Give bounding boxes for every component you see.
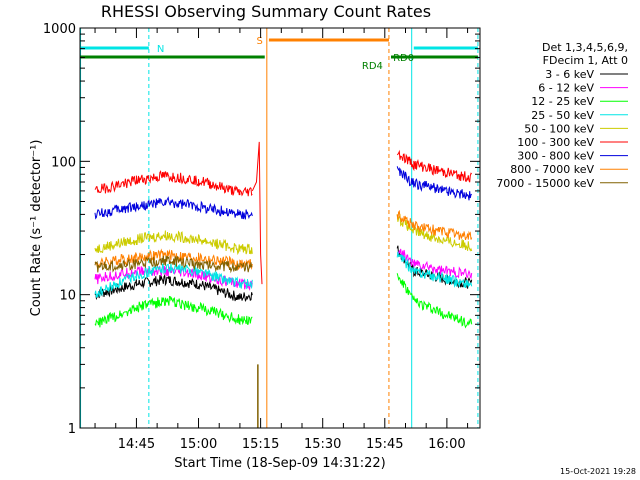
chart-title: RHESSI Observing Summary Count Rates — [101, 2, 431, 21]
x-tick-label: 15:45 — [366, 437, 403, 452]
series-line — [396, 209, 473, 241]
flag-bar-label: RD4 — [362, 61, 383, 72]
flag-bar-label: N — [157, 44, 164, 55]
x-axis-label: Start Time (18-Sep-09 14:31:22) — [174, 456, 385, 471]
legend: Det 1,3,4,5,6,9, FDecim 1, Att 0 3 - 6 k… — [496, 41, 628, 190]
legend-item-label: 100 - 300 keV — [517, 136, 594, 149]
y-axis-label: Count Rate (s⁻¹ detector⁻¹) — [29, 140, 44, 317]
x-tick-label: 15:00 — [180, 437, 217, 452]
x-axis: 14:45 15:00 15:15 15:30 15:45 16:00 — [94, 28, 469, 452]
legend-item-label: 800 - 7000 keV — [510, 163, 594, 176]
x-tick-label: 15:30 — [304, 437, 341, 452]
flag-bar-label: S — [256, 36, 262, 47]
series-line — [396, 248, 473, 280]
y-tick-label: 1 — [68, 422, 76, 437]
series-line — [396, 273, 473, 329]
flag-bar-label: RD0 — [393, 53, 414, 64]
series-line — [94, 170, 253, 197]
y-tick-label: 1000 — [43, 22, 76, 37]
plot-frame — [79, 27, 481, 429]
legend-header-2: FDecim 1, Att 0 — [543, 54, 628, 67]
series-line — [94, 273, 253, 303]
legend-item-label: 50 - 100 keV — [524, 122, 594, 135]
flare-spike — [251, 141, 263, 285]
legend-item-label: 7000 - 15000 keV — [496, 177, 594, 190]
series-line — [94, 255, 253, 274]
series-line — [94, 262, 253, 298]
x-tick-label: 14:45 — [118, 437, 155, 452]
series-line — [94, 295, 253, 328]
plot-area: N S RD4 RD0 — [80, 28, 479, 428]
x-tick-label: 15:15 — [242, 437, 279, 452]
series-line — [396, 149, 473, 183]
series-line — [396, 251, 473, 288]
series-line — [94, 265, 253, 291]
y-axis: 1 10 100 1000 — [43, 22, 480, 437]
series-line — [94, 230, 253, 256]
y-tick-label: 10 — [59, 289, 76, 304]
series-line — [94, 248, 253, 271]
legend-item-label: 3 - 6 keV — [545, 68, 594, 81]
legend-item-label: 25 - 50 keV — [531, 109, 594, 122]
legend-header-1: Det 1,3,4,5,6,9, — [542, 41, 628, 54]
x-tick-label: 16:00 — [428, 437, 465, 452]
legend-item-label: 300 - 800 keV — [517, 150, 594, 163]
legend-item-label: 12 - 25 keV — [531, 95, 594, 108]
y-tick-label: 100 — [51, 155, 76, 170]
footer-date: 15-Oct-2021 19:28 — [560, 467, 636, 476]
series-line — [94, 196, 253, 220]
series-line — [396, 166, 473, 201]
legend-item-label: 6 - 12 keV — [538, 82, 594, 95]
